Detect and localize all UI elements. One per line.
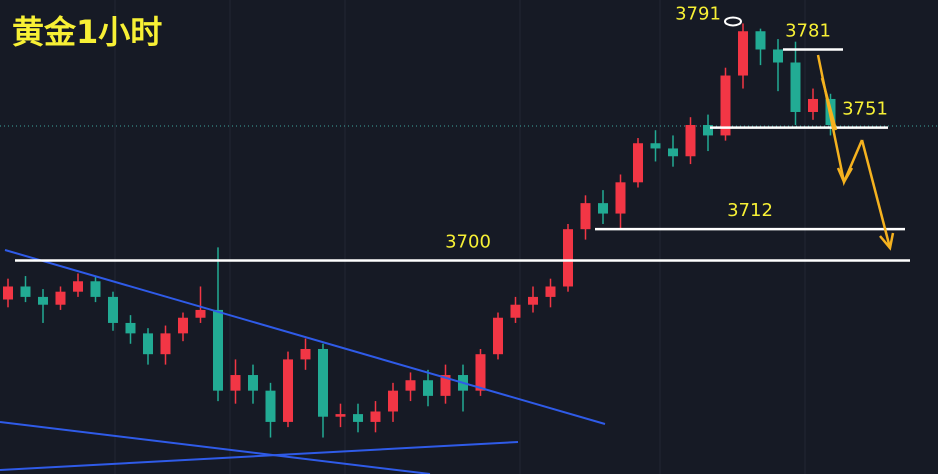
candle-body — [510, 304, 521, 318]
candle-body — [335, 414, 346, 417]
candle-body — [248, 375, 258, 391]
candle-body — [545, 286, 556, 297]
candle-body — [755, 31, 766, 50]
candle-body — [598, 203, 608, 214]
candle-body — [790, 62, 801, 112]
candle-body — [55, 291, 66, 305]
level-label: 3712 — [727, 200, 773, 221]
candle-body — [90, 281, 101, 297]
candle-body — [283, 359, 293, 422]
candle-body — [668, 148, 678, 157]
candle-body — [178, 317, 188, 334]
chart-title: 黄金1小时 — [12, 13, 162, 51]
candle-body — [405, 380, 416, 391]
candle-body — [265, 390, 276, 422]
candles — [3, 23, 836, 438]
candle-body — [720, 75, 731, 136]
candle-body — [195, 309, 206, 318]
candle-body — [370, 411, 381, 422]
candle-body — [703, 125, 713, 136]
high-marker — [724, 16, 742, 27]
level-label: 3781 — [785, 20, 831, 41]
candle-body — [73, 281, 83, 292]
candle-body — [213, 309, 223, 391]
arrows — [816, 54, 895, 251]
candle-body — [440, 375, 451, 396]
candle-body — [353, 414, 363, 422]
candle-body — [808, 98, 818, 112]
levels: 3700 3712 3751 3781 3791 — [15, 3, 910, 262]
candle-body — [423, 380, 433, 396]
candle-body — [563, 229, 573, 287]
candle-body — [143, 333, 153, 355]
candle-body — [3, 286, 13, 300]
vertical-grid — [114, 0, 806, 474]
level-label: 3751 — [842, 99, 888, 120]
candle-body — [38, 296, 48, 305]
candle-body — [300, 348, 311, 360]
candle-body — [633, 143, 643, 183]
candle-body — [160, 333, 171, 355]
candle-body — [230, 375, 241, 391]
candle-body — [773, 49, 783, 63]
candle-body — [475, 354, 486, 391]
candle-body — [650, 143, 661, 149]
candle-body — [493, 317, 503, 355]
candle-body — [318, 348, 328, 417]
candle-body — [20, 286, 31, 297]
candle-body — [580, 203, 591, 230]
candle-body — [685, 125, 696, 157]
candle-body — [615, 182, 626, 214]
candle-body — [528, 296, 538, 305]
high-label: 3791 — [675, 3, 721, 24]
candle-body — [388, 390, 398, 412]
level-label: 3700 — [445, 231, 491, 252]
candle-body — [108, 296, 118, 323]
candle-body — [125, 322, 136, 334]
trend-lines — [0, 249, 606, 474]
candle-body — [738, 31, 748, 76]
